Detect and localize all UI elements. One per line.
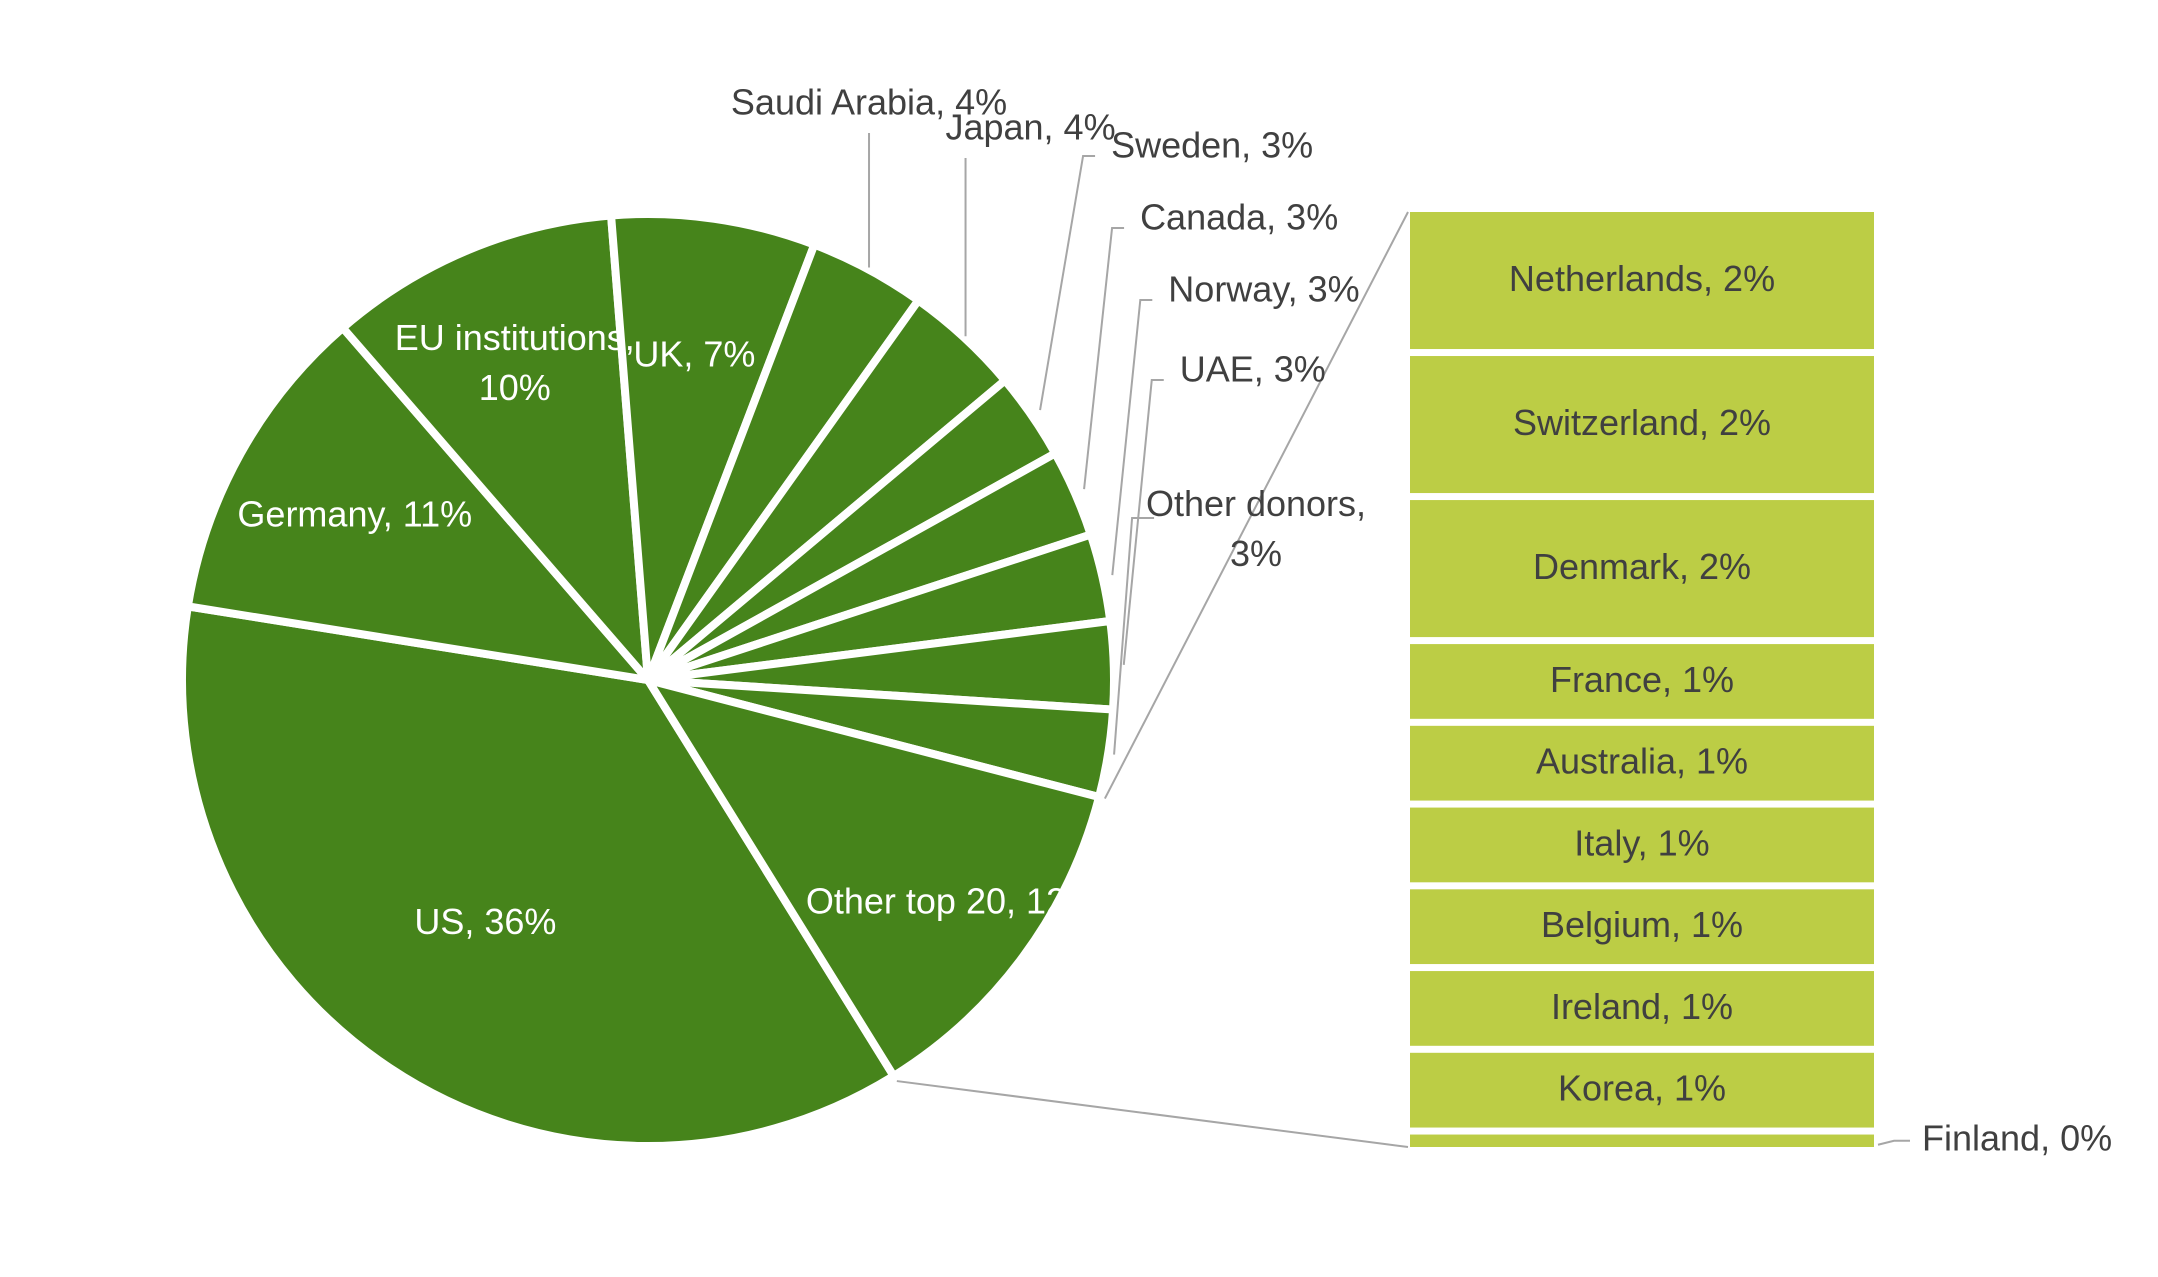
data-label-germany: Germany, 11% <box>237 493 472 534</box>
data-label-norway: Norway, 3% <box>1168 269 1359 310</box>
data-label-us: US, 36% <box>414 901 556 942</box>
leader-norway <box>1111 299 1153 576</box>
data-label-denmark: Denmark, 2% <box>1533 546 1751 587</box>
data-label-belgium: Belgium, 1% <box>1541 904 1743 945</box>
leader-uae <box>1122 379 1164 665</box>
data-label-australia: Australia, 1% <box>1536 741 1748 782</box>
data-label-eu-institutions: EU institutions, 10% <box>395 317 635 408</box>
data-label-other-donors: Other donors, 3% <box>1146 483 1366 574</box>
bar-stack <box>1410 212 1874 1147</box>
pie-slice-other-top-20 <box>644 676 1104 1080</box>
bar-block-switzerland <box>1410 356 1874 494</box>
data-label-italy: Italy, 1% <box>1574 822 1709 863</box>
data-label-ireland: Ireland, 1% <box>1551 986 1733 1027</box>
pie-slice-eu-institutions <box>338 211 652 684</box>
data-label-korea: Korea, 1% <box>1558 1068 1726 1109</box>
connector-top <box>1103 211 1409 800</box>
pie <box>178 210 1118 1150</box>
bar-block-denmark <box>1410 500 1874 638</box>
data-label-netherlands: Netherlands, 2% <box>1509 258 1775 299</box>
data-label-eu-institutions-line: EU institutions, <box>395 317 635 358</box>
pie-slice-us <box>178 602 898 1150</box>
pie-slice-uk <box>607 210 819 684</box>
data-label-other-top-20: Other top 20, 12% <box>806 880 1098 921</box>
leader-lines <box>868 133 1910 1146</box>
bar-block-belgium <box>1410 889 1874 965</box>
bar-block-korea <box>1410 1052 1874 1128</box>
data-label-uae: UAE, 3% <box>1180 349 1326 390</box>
pie-slice-germany <box>183 323 652 684</box>
leader-other-donors <box>1113 517 1155 755</box>
data-label-france: France, 1% <box>1550 659 1734 700</box>
connector-bottom <box>896 1080 1409 1148</box>
leader-sweden <box>1039 155 1096 411</box>
bar-block-netherlands <box>1410 212 1874 350</box>
data-label-other-donors-line: Other donors, <box>1146 483 1366 524</box>
data-label-saudi-arabia: Saudi Arabia, 4% <box>731 82 1007 123</box>
bar-block-france <box>1410 644 1874 719</box>
leader-finland <box>1877 1139 1910 1146</box>
data-label-uk: UK, 7% <box>633 334 755 375</box>
data-label-canada: Canada, 3% <box>1140 197 1338 238</box>
connector-lines <box>896 211 1409 1148</box>
bar-block-italy <box>1410 807 1874 883</box>
data-labels: US, 36% Germany, 11% UK, 7% Other top 20, 1… <box>237 82 2112 1159</box>
bar-block-finland <box>1410 1134 1874 1147</box>
bar-block-ireland <box>1410 971 1874 1046</box>
data-label-finland: Finland, 0% <box>1922 1117 2112 1158</box>
leader-canada <box>1083 227 1125 490</box>
data-label-sweden: Sweden, 3% <box>1111 125 1313 166</box>
data-label-eu-institutions-line: 10% <box>479 367 551 408</box>
data-label-other-donors-line: 3% <box>1230 533 1282 574</box>
data-label-japan: Japan, 4% <box>945 107 1115 148</box>
data-label-switzerland: Switzerland, 2% <box>1513 402 1771 443</box>
bar-block-australia <box>1410 725 1874 801</box>
